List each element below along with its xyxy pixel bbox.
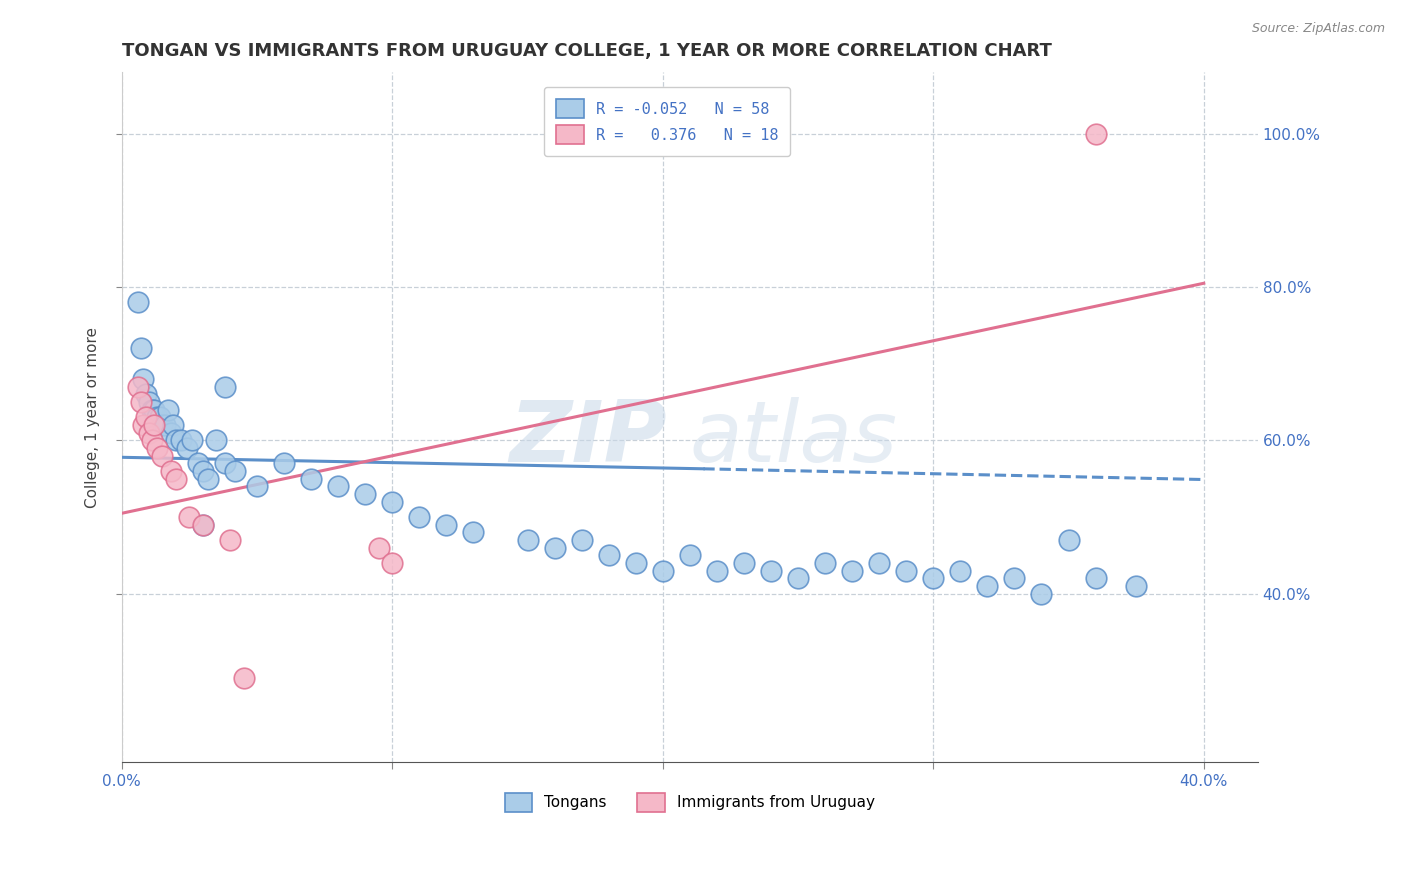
Point [246,479,269,493]
Point [868,556,890,570]
Point [156,402,179,417]
Point [170,434,193,448]
Text: atlas: atlas [690,397,898,480]
Point [179,510,201,524]
Y-axis label: College, 1 year or more: College, 1 year or more [86,327,100,508]
Point [152,449,174,463]
Text: TONGAN VS IMMIGRANTS FROM URUGUAY COLLEGE, 1 YEAR OR MORE CORRELATION CHART: TONGAN VS IMMIGRANTS FROM URUGUAY COLLEG… [122,42,1052,60]
Point [159,425,181,440]
Point [759,564,782,578]
Point [543,541,565,555]
Point [1031,587,1053,601]
Text: Source: ZipAtlas.com: Source: ZipAtlas.com [1251,22,1385,36]
Point [146,441,169,455]
Point [187,457,209,471]
Point [299,472,322,486]
Point [651,564,673,578]
Point [949,564,972,578]
Point [224,464,246,478]
Point [191,517,214,532]
Point [214,457,236,471]
Point [463,525,485,540]
Point [232,671,254,685]
Point [814,556,837,570]
Point [1002,571,1025,585]
Point [143,402,166,417]
Point [516,533,538,547]
Point [138,395,160,409]
Point [328,479,350,493]
Point [408,510,430,524]
Point [146,410,169,425]
Point [733,556,755,570]
Point [132,418,155,433]
Point [127,380,149,394]
Legend: Tongans, Immigrants from Uruguay: Tongans, Immigrants from Uruguay [492,780,887,824]
Point [132,372,155,386]
Point [162,418,184,433]
Point [841,564,863,578]
Point [219,533,242,547]
Point [141,402,163,417]
Point [1084,127,1107,141]
Point [197,472,219,486]
Point [598,549,620,563]
Point [1084,571,1107,585]
Point [135,387,157,401]
Point [922,571,945,585]
Point [153,418,176,433]
Point [214,380,236,394]
Point [176,441,198,455]
Point [381,556,404,570]
Point [787,571,810,585]
Point [141,434,163,448]
Point [129,395,152,409]
Point [129,342,152,356]
Point [976,579,998,593]
Point [679,549,702,563]
Text: ZIP: ZIP [509,397,666,480]
Point [149,410,172,425]
Point [127,295,149,310]
Point [165,472,187,486]
Point [381,495,404,509]
Point [367,541,389,555]
Point [354,487,377,501]
Point [624,556,647,570]
Point [1057,533,1080,547]
Point [706,564,728,578]
Point [143,418,166,433]
Point [191,464,214,478]
Point [273,457,295,471]
Point [159,464,181,478]
Point [896,564,918,578]
Point [191,517,214,532]
Point [205,434,228,448]
Point [135,410,157,425]
Point [1125,579,1147,593]
Point [165,434,187,448]
Point [181,434,204,448]
Point [152,418,174,433]
Point [571,533,593,547]
Point [138,425,160,440]
Point [434,517,457,532]
